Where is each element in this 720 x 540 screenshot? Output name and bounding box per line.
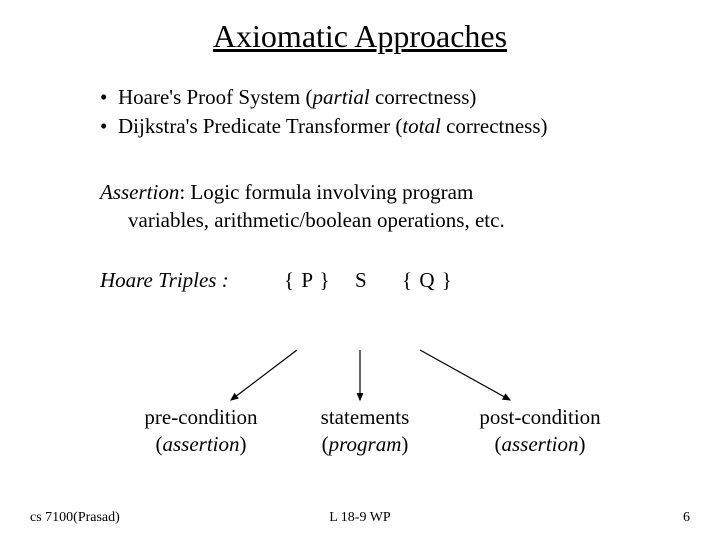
- stmt-italic: program: [329, 432, 402, 456]
- stmt-close: ): [401, 432, 408, 456]
- bullet1-italic: partial: [313, 85, 370, 109]
- bullet-item-1: Hoare's Proof System (partial correctnes…: [100, 83, 660, 112]
- hoare-p: { P }: [284, 268, 331, 293]
- assertion-label: Assertion: [100, 180, 179, 204]
- post-line1: post-condition: [460, 404, 620, 431]
- pre-condition-label: pre-condition (assertion): [126, 404, 276, 459]
- post-condition-label: post-condition (assertion): [460, 404, 620, 459]
- assertion-line2: variables, arithmetic/boolean operations…: [128, 206, 660, 234]
- stmt-open: (: [322, 432, 329, 456]
- hoare-label: Hoare Triples :: [100, 268, 229, 293]
- bullet2-suffix: correctness): [441, 114, 548, 138]
- bullet1-prefix: Hoare's Proof System (: [118, 85, 313, 109]
- stmt-line2: (program): [300, 431, 430, 458]
- hoare-s: S: [355, 268, 367, 293]
- post-italic: assertion: [501, 432, 578, 456]
- bullet2-italic: total: [402, 114, 441, 138]
- bullet-item-2: Dijkstra's Predicate Transformer (total …: [100, 112, 660, 141]
- assertion-line1: Assertion: Logic formula involving progr…: [100, 178, 660, 206]
- post-close: ): [579, 432, 586, 456]
- stmt-line1: statements: [300, 404, 430, 431]
- footer-center: L 18-9 WP: [0, 510, 720, 526]
- bullet1-suffix: correctness): [370, 85, 477, 109]
- footer-page-number: 6: [683, 510, 690, 526]
- hoare-q: { Q }: [402, 268, 453, 293]
- pre-close: ): [240, 432, 247, 456]
- assertion-definition: Assertion: Logic formula involving progr…: [100, 178, 660, 235]
- slide-title: Axiomatic Approaches: [60, 18, 660, 55]
- slide: Axiomatic Approaches Hoare's Proof Syste…: [0, 0, 720, 540]
- bullet-list: Hoare's Proof System (partial correctnes…: [100, 83, 660, 142]
- pre-italic: assertion: [162, 432, 239, 456]
- hoare-triple-line: Hoare Triples : { P } S { Q }: [100, 268, 660, 298]
- bullet2-prefix: Dijkstra's Predicate Transformer (: [118, 114, 402, 138]
- pre-line1: pre-condition: [126, 404, 276, 431]
- statements-label: statements (program): [300, 404, 430, 459]
- post-line2: (assertion): [460, 431, 620, 458]
- pre-line2: (assertion): [126, 431, 276, 458]
- assertion-line1-rest: : Logic formula involving program: [179, 180, 473, 204]
